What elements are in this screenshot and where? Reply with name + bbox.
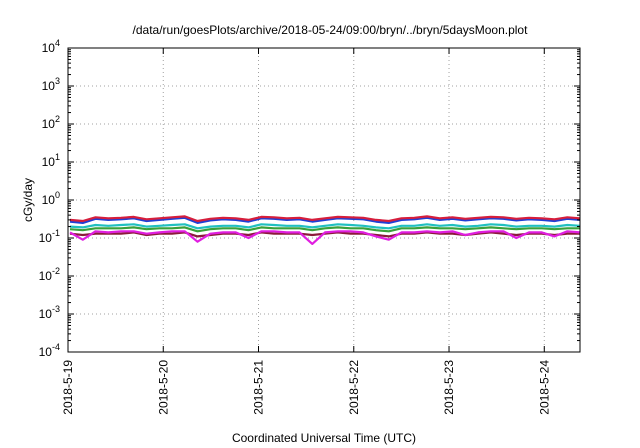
grid [67,48,580,352]
x-axis: 2018-5-19 2018-5-20 2018-5-21 2018-5-22 2018… [61,48,551,415]
series-group [69,215,581,245]
y-tick-label: 10-1 [39,228,60,245]
series-line [69,226,580,233]
y-axis-label: cGy/day [21,178,35,222]
series-line [69,230,581,245]
y-axis: 10-4 10-3 10-2 10-1 100 101 102 103 104 [39,38,580,359]
x-tick-label: 2018-5-24 [537,360,551,415]
series-line [69,216,581,224]
y-tick-label: 103 [42,76,60,93]
y-tick-label: 101 [42,152,60,169]
series-line [69,215,581,223]
y-tick-label: 10-3 [39,304,60,321]
x-tick-label: 2018-5-20 [156,360,170,415]
y-tick-label: 104 [42,38,60,55]
series-line [69,223,581,230]
y-tick-label: 10-4 [39,342,60,359]
x-tick-label: 2018-5-22 [347,360,361,415]
x-tick-label: 2018-5-23 [442,360,456,415]
x-tick-label: 2018-5-19 [61,360,75,415]
chart-title: /data/run/goesPlots/archive/2018-05-24/0… [133,23,529,37]
x-axis-label: Coordinated Universal Time (UTC) [232,431,416,445]
x-tick-label: 2018-5-21 [252,360,266,415]
y-tick-label: 100 [42,190,60,207]
y-tick-label: 10-2 [39,266,60,283]
y-tick-label: 102 [42,114,60,131]
